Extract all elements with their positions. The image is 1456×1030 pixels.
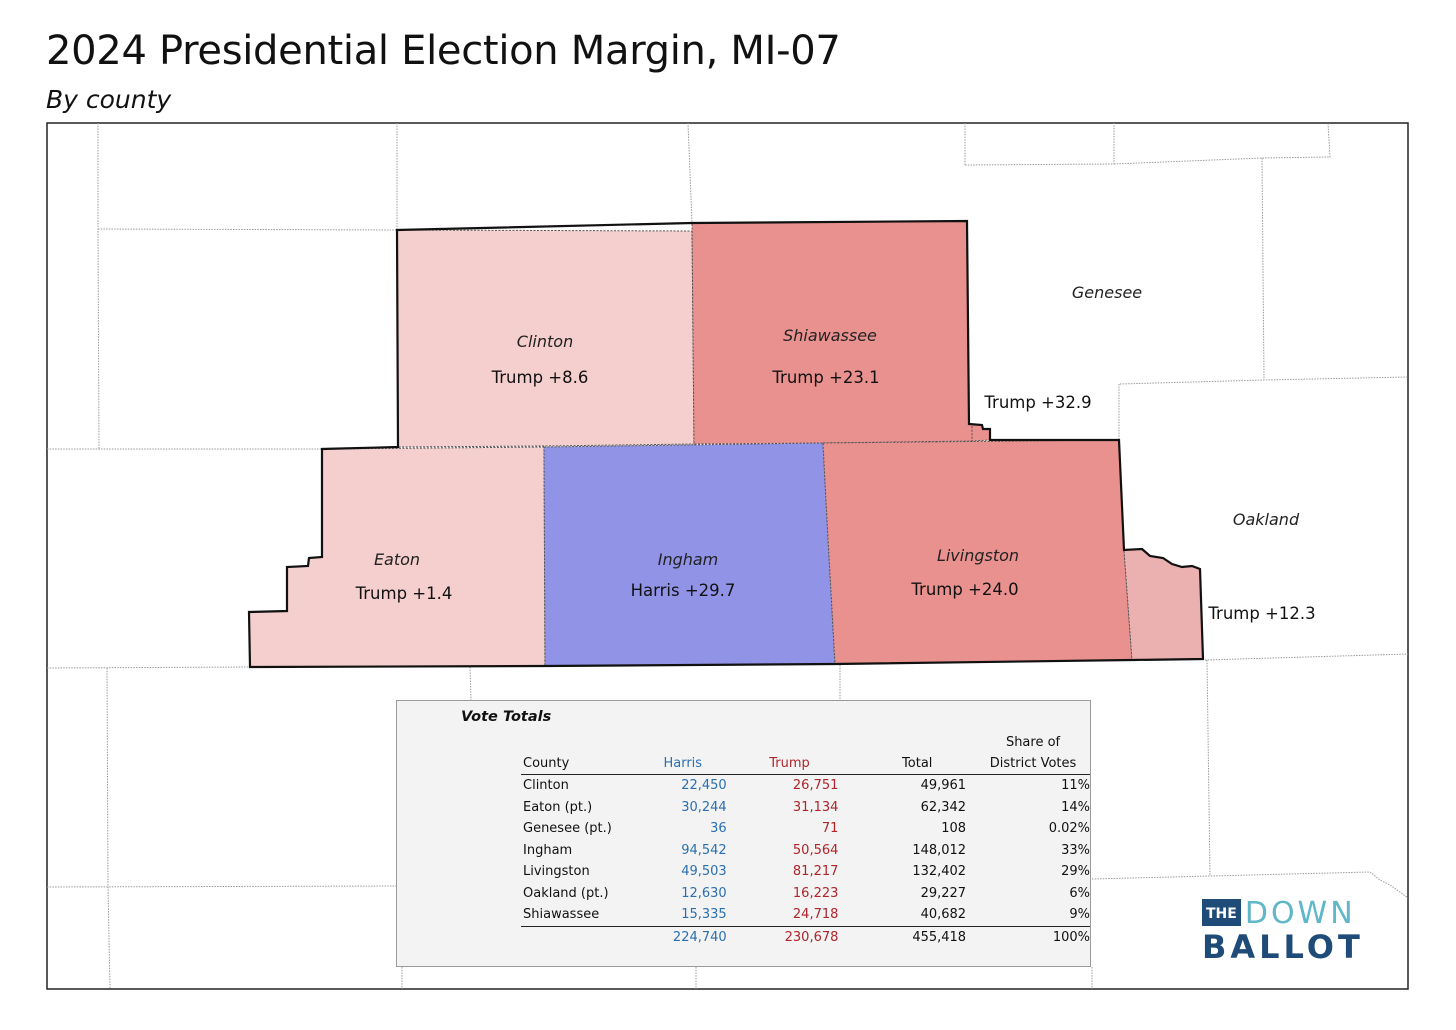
label-livingston-name: Livingston [937,546,1019,565]
header-county: County [521,752,633,775]
cell-total: 40,682 [920,907,967,923]
page-subtitle: By county [46,85,172,114]
cell-share: 0.02% [1048,821,1090,837]
cell-trump: 16,223 [792,885,839,901]
label-livingston-margin: Trump +24.0 [910,580,1018,599]
page-title: 2024 Presidential Election Margin, MI-07 [46,28,841,74]
table-row: Eaton (pt.) 30,244 31,134 62,342 14% [521,797,1090,819]
cell-share: 29% [1061,864,1090,880]
cell-county: Genesee (pt.) [523,821,612,837]
label-oakland-name: Oakland [1233,510,1300,529]
total-trump: 230,678 [726,925,839,948]
cell-trump: 50,564 [792,842,839,858]
cell-county: Shiawassee [523,907,600,923]
table-row: Clinton 22,450 26,751 49,961 11% [521,775,1090,797]
total-harris: 224,740 [632,925,727,948]
label-eaton-name: Eaton [374,550,420,569]
label-ingham-margin: Harris +29.7 [631,581,736,600]
cell-trump: 71 [821,821,839,837]
district-outline [247,219,1205,669]
cell-harris: 36 [710,821,727,837]
cell-harris: 15,335 [681,907,727,923]
cell-total: 148,012 [912,842,967,858]
table-row: Ingham 94,542 50,564 148,012 33% [521,840,1090,862]
cell-trump: 26,751 [792,778,839,794]
cell-harris: 94,542 [681,842,727,858]
cell-total: 49,961 [920,778,967,794]
the-down-ballot-logo: THE DOWN BALLOT [1202,897,1372,965]
label-genesee-margin: Trump +32.9 [983,393,1091,412]
label-genesee-name: Genesee [1072,283,1142,302]
cell-harris: 30,244 [681,799,727,815]
cell-share: 14% [1061,799,1090,815]
cell-share: 11% [1061,778,1090,794]
label-shiawassee-name: Shiawassee [783,326,877,345]
cell-total: 132,402 [912,864,967,880]
cell-county: Eaton (pt.) [523,799,593,815]
table-row: Genesee (pt.) 36 71 108 0.02% [521,818,1090,840]
cell-total: 108 [941,821,967,837]
header-trump: Trump [726,752,839,775]
table-row: Livingston 49,503 81,217 132,402 29% [521,861,1090,883]
logo-ballot: BALLOT [1202,928,1364,966]
logo-down: DOWN [1244,896,1356,931]
logo-the: THE [1202,899,1241,926]
cell-share: 9% [1069,907,1090,923]
cell-harris: 12,630 [681,885,727,901]
total-total: 455,418 [838,925,967,948]
table-header-row-top: Share of [521,731,1090,753]
table-row: Oakland (pt.) 12,630 16,223 29,227 6% [521,883,1090,905]
cell-harris: 49,503 [681,864,727,880]
cell-county: Ingham [523,842,573,858]
cell-share: 33% [1061,842,1090,858]
vote-totals-panel: Vote Totals Share of County Harris Trump… [396,700,1091,967]
cell-share: 6% [1069,885,1090,901]
table-header-row: County Harris Trump Total District Votes [521,752,1090,775]
neighbor-county-boundaries [46,122,1409,990]
header-total: Total [838,752,967,775]
label-clinton-name: Clinton [517,332,573,351]
cell-total: 29,227 [920,885,967,901]
cell-trump: 24,718 [792,907,839,923]
cell-total: 62,342 [920,799,967,815]
district-counties [248,220,1204,668]
cell-county: Oakland (pt.) [523,885,609,901]
cell-county: Clinton [523,778,569,794]
cell-trump: 81,217 [792,864,839,880]
label-clinton-margin: Trump +8.6 [491,368,589,387]
header-share-line2: District Votes [966,752,1090,775]
header-share-line1: Share of [1005,734,1061,750]
label-eaton-margin: Trump +1.4 [355,584,453,603]
label-oakland-margin: Trump +12.3 [1207,604,1315,623]
vote-totals-title: Vote Totals [461,709,552,725]
table-total-row: 224,740 230,678 455,418 100% [521,925,1090,948]
vote-totals-table: Share of County Harris Trump Total Distr… [521,731,1090,948]
cell-trump: 31,134 [792,799,839,815]
total-share: 100% [966,925,1090,948]
label-shiawassee-margin: Trump +23.1 [771,368,879,387]
label-ingham-name: Ingham [658,550,719,569]
cell-county: Livingston [523,864,590,880]
cell-harris: 22,450 [681,778,727,794]
header-harris: Harris [632,752,727,775]
table-row: Shiawassee 15,335 24,718 40,682 9% [521,904,1090,926]
